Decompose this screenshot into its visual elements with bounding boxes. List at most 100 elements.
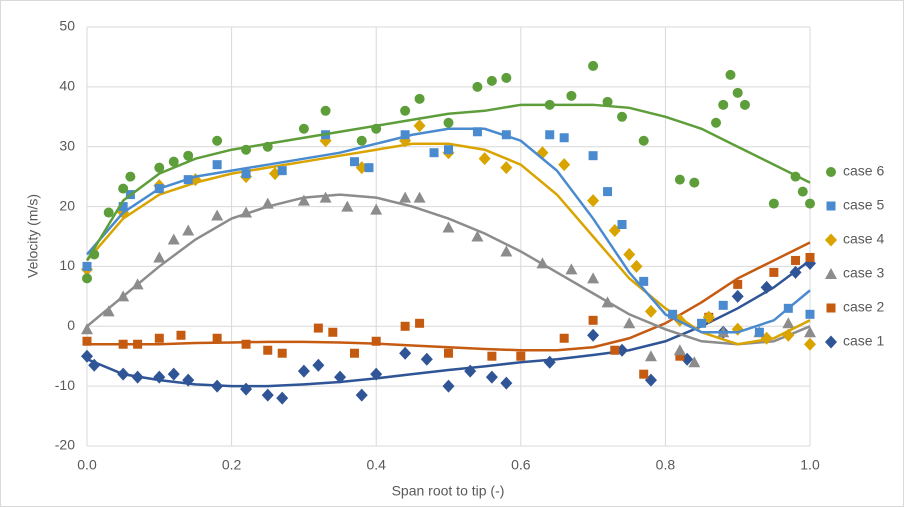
legend-label: case 4 xyxy=(843,231,884,247)
point xyxy=(588,315,598,325)
point xyxy=(565,263,578,275)
point xyxy=(558,158,571,172)
point xyxy=(261,388,274,402)
point xyxy=(731,289,744,303)
point xyxy=(241,339,251,349)
point xyxy=(370,203,383,215)
point xyxy=(212,135,223,146)
point xyxy=(89,249,100,260)
point xyxy=(400,321,410,331)
point xyxy=(413,191,426,203)
point xyxy=(718,99,729,110)
point xyxy=(297,194,310,206)
point xyxy=(559,333,569,343)
point xyxy=(501,130,511,140)
point xyxy=(102,305,115,317)
legend-label: case 3 xyxy=(843,265,884,281)
legend-marker xyxy=(825,268,837,279)
point xyxy=(356,135,367,146)
point xyxy=(588,151,598,161)
point xyxy=(131,370,144,384)
trend-line xyxy=(86,142,811,346)
trend-line xyxy=(86,193,811,346)
point xyxy=(674,174,685,185)
trend-line xyxy=(87,241,811,352)
point xyxy=(668,309,678,319)
point xyxy=(81,323,93,335)
point xyxy=(82,336,92,346)
point xyxy=(442,221,455,233)
point xyxy=(103,207,114,218)
point xyxy=(371,123,382,134)
point xyxy=(118,202,128,212)
point xyxy=(673,344,686,356)
legend-marker xyxy=(826,201,836,211)
point xyxy=(623,247,636,261)
point xyxy=(154,184,164,194)
point xyxy=(603,187,613,197)
point xyxy=(485,370,498,384)
point xyxy=(602,96,613,107)
point xyxy=(167,367,180,381)
y-axis-title: Velocity (m/s) xyxy=(25,194,41,278)
point xyxy=(797,186,808,197)
point xyxy=(154,333,164,343)
point xyxy=(804,326,816,338)
point xyxy=(131,278,144,290)
point xyxy=(623,317,636,329)
point xyxy=(420,352,433,366)
point xyxy=(464,364,477,378)
point xyxy=(183,175,193,185)
point xyxy=(240,382,253,396)
point xyxy=(768,198,779,209)
legend-marker xyxy=(826,167,836,177)
point xyxy=(804,337,816,351)
point xyxy=(500,376,513,390)
x-axis-title: Span root to tip (-) xyxy=(392,483,505,499)
point xyxy=(241,144,252,155)
point xyxy=(319,191,332,203)
point xyxy=(277,348,287,358)
point xyxy=(399,346,412,360)
point xyxy=(688,356,701,368)
legend-marker xyxy=(825,335,837,349)
point xyxy=(88,358,101,372)
legend-label: case 6 xyxy=(843,163,884,179)
point xyxy=(400,130,410,140)
point xyxy=(334,370,347,384)
point xyxy=(118,183,129,194)
point xyxy=(617,220,627,230)
y-tick-label: 50 xyxy=(59,18,75,34)
point xyxy=(442,379,455,393)
point xyxy=(167,233,180,245)
point xyxy=(429,148,439,158)
point xyxy=(153,251,166,263)
point xyxy=(587,194,600,208)
point xyxy=(587,328,600,342)
point xyxy=(601,296,614,308)
point xyxy=(733,279,743,289)
point xyxy=(566,90,577,101)
point xyxy=(413,119,426,133)
point xyxy=(486,75,497,86)
point xyxy=(183,150,194,161)
y-tick-label: 0 xyxy=(67,317,75,333)
point xyxy=(754,327,764,337)
y-tick-label: 40 xyxy=(59,78,75,94)
point xyxy=(697,318,707,328)
point xyxy=(487,351,497,361)
point xyxy=(782,317,795,329)
point xyxy=(414,93,425,104)
point xyxy=(516,351,526,361)
point xyxy=(82,261,92,271)
point xyxy=(117,367,130,381)
point xyxy=(212,333,222,343)
point xyxy=(276,391,289,405)
point xyxy=(211,209,224,221)
point xyxy=(211,379,224,393)
point xyxy=(675,351,685,361)
y-tick-label: -20 xyxy=(55,437,75,453)
trend-line xyxy=(85,103,811,262)
x-tick-label: 0.6 xyxy=(511,457,531,473)
